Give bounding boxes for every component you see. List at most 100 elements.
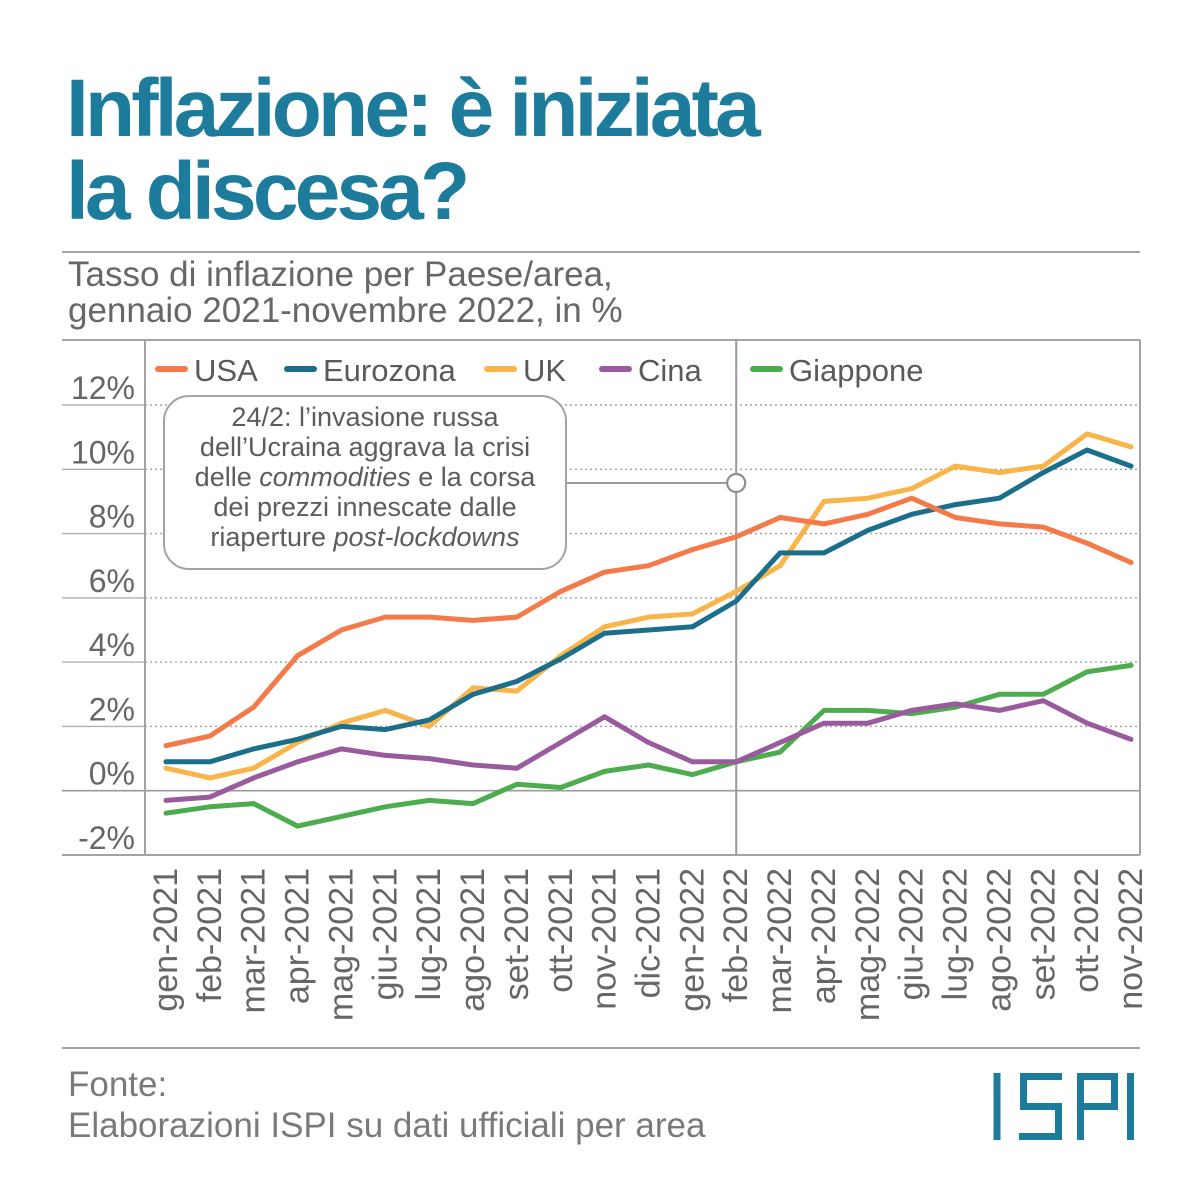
x-tick-label: set-2021 bbox=[498, 868, 536, 1000]
data-point-giappone bbox=[382, 804, 388, 810]
series-eurozona bbox=[163, 447, 1134, 765]
data-point-uk bbox=[690, 611, 695, 617]
data-point-cina bbox=[207, 794, 213, 800]
data-point-giappone bbox=[470, 801, 476, 806]
x-tick-label: lug-2021 bbox=[410, 868, 448, 1000]
data-point-uk bbox=[821, 499, 827, 504]
data-point-eurozona bbox=[646, 627, 651, 633]
annotation-line: delle commodities e la corsa bbox=[165, 462, 565, 492]
data-point-eurozona bbox=[602, 630, 607, 636]
data-point-eurozona bbox=[251, 746, 257, 752]
data-point-uk bbox=[909, 486, 915, 491]
data-point-giappone bbox=[295, 823, 300, 829]
data-point-cina bbox=[1040, 698, 1046, 704]
data-point-eurozona bbox=[1128, 463, 1134, 469]
data-point-giappone bbox=[426, 798, 432, 803]
data-point-usa bbox=[953, 515, 958, 520]
legend-item-giappone: Giappone bbox=[750, 353, 923, 388]
data-point-usa bbox=[733, 534, 739, 540]
data-point-eurozona bbox=[733, 598, 739, 604]
data-point-usa bbox=[777, 515, 783, 520]
data-point-eurozona bbox=[339, 724, 344, 729]
legend-item-eurozona: Eurozona bbox=[284, 353, 456, 388]
legend-item-usa: USA bbox=[155, 353, 258, 388]
data-point-giappone bbox=[1040, 691, 1046, 697]
data-point-giappone bbox=[207, 804, 213, 810]
data-point-usa bbox=[1128, 560, 1134, 565]
x-tick-label: ago-2022 bbox=[980, 868, 1018, 1012]
x-tick-label: mar-2021 bbox=[235, 868, 273, 1014]
data-point-uk bbox=[997, 470, 1002, 475]
data-point-cina bbox=[909, 708, 915, 713]
x-tick-label: ott-2021 bbox=[542, 868, 580, 993]
data-point-giappone bbox=[865, 708, 871, 713]
y-tick-label: 8% bbox=[89, 499, 135, 535]
data-point-cina bbox=[558, 740, 564, 745]
legend-item-cina: Cina bbox=[599, 353, 703, 388]
data-point-eurozona bbox=[1084, 447, 1090, 453]
series-line-giappone bbox=[163, 662, 1134, 829]
annotation-marker bbox=[726, 472, 747, 494]
data-point-eurozona bbox=[163, 759, 169, 765]
series-cina bbox=[163, 698, 1134, 803]
x-tick-label: ott-2022 bbox=[1068, 868, 1106, 993]
data-point-giappone bbox=[1128, 663, 1134, 668]
data-point-usa bbox=[426, 614, 432, 620]
y-tick-label: 4% bbox=[89, 627, 135, 663]
x-tick-label: mar-2022 bbox=[761, 868, 799, 1014]
data-point-eurozona bbox=[909, 511, 915, 517]
data-point-giappone bbox=[646, 762, 651, 768]
y-tick-label: 10% bbox=[71, 434, 135, 470]
x-tick-label: nov-2021 bbox=[586, 868, 624, 1010]
x-tick-label: apr-2021 bbox=[279, 868, 317, 1004]
page-title: Inflazione: è iniziata la discesa? bbox=[66, 67, 761, 233]
data-point-uk bbox=[733, 589, 739, 594]
annotation-text: e la corsa bbox=[410, 462, 536, 492]
legend: USA Eurozona UK Cina Giappone bbox=[155, 353, 923, 388]
annotation-line: dei prezzi innescate dalle bbox=[165, 492, 565, 522]
data-point-uk bbox=[207, 775, 213, 781]
data-point-cina bbox=[821, 720, 827, 726]
source-note: Fonte: Elaborazioni ISPI su dati ufficia… bbox=[68, 1064, 706, 1146]
data-point-uk bbox=[163, 765, 169, 771]
plot-frame bbox=[62, 339, 1141, 856]
data-point-eurozona bbox=[690, 624, 695, 630]
data-point-cina bbox=[251, 775, 257, 781]
x-tick-label: apr-2022 bbox=[805, 868, 843, 1004]
data-point-uk bbox=[251, 765, 257, 771]
annotation-line: dell’Ucraina aggrava la crisi bbox=[165, 432, 565, 462]
legend-item-uk: UK bbox=[484, 353, 566, 388]
series-lines bbox=[163, 431, 1134, 829]
data-point-cina bbox=[163, 798, 169, 803]
legend-label: UK bbox=[523, 353, 566, 388]
data-point-cina bbox=[339, 746, 344, 752]
data-point-giappone bbox=[558, 785, 564, 790]
data-point-cina bbox=[690, 759, 695, 765]
legend-label: USA bbox=[194, 353, 258, 388]
footer-divider bbox=[62, 1047, 1140, 1049]
annotation-box: 24/2: l’invasione russa dell’Ucraina aggr… bbox=[163, 395, 567, 570]
data-point-usa bbox=[997, 521, 1002, 527]
data-point-uk bbox=[470, 685, 476, 691]
chart-subtitle: Tasso di inflazione per Paese/area, genn… bbox=[68, 257, 623, 329]
title-divider bbox=[62, 251, 1140, 253]
data-point-uk bbox=[1040, 463, 1046, 469]
legend-label: Eurozona bbox=[323, 353, 456, 388]
data-point-giappone bbox=[339, 814, 344, 819]
data-point-uk bbox=[382, 708, 388, 713]
annotation-line: riaperture post-lockdowns bbox=[165, 522, 565, 552]
data-point-eurozona bbox=[295, 736, 300, 742]
ispi-logo bbox=[993, 1073, 1134, 1140]
data-point-usa bbox=[514, 614, 520, 620]
data-point-eurozona bbox=[777, 550, 783, 556]
data-point-giappone bbox=[1084, 669, 1090, 675]
data-point-usa bbox=[1040, 524, 1046, 530]
data-point-cina bbox=[426, 756, 432, 761]
data-point-usa bbox=[163, 743, 169, 749]
logo-letter-s bbox=[1019, 1073, 1062, 1140]
data-point-cina bbox=[953, 701, 958, 707]
data-point-giappone bbox=[997, 691, 1002, 697]
data-point-cina bbox=[997, 708, 1002, 713]
